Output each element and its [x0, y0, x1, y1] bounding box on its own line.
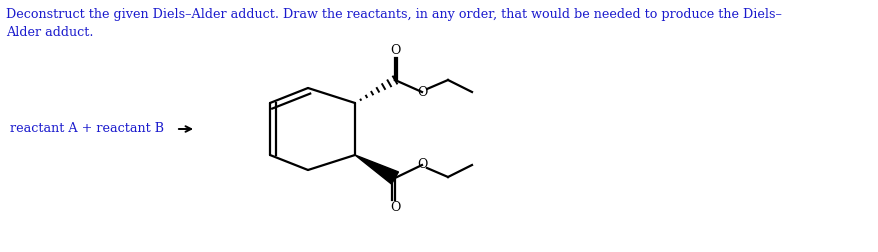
- Text: O: O: [389, 44, 399, 57]
- Polygon shape: [355, 155, 398, 184]
- Text: O: O: [416, 159, 427, 172]
- Text: reactant A + reactant B: reactant A + reactant B: [10, 122, 164, 136]
- Text: Alder adduct.: Alder adduct.: [6, 26, 93, 39]
- Text: O: O: [389, 201, 399, 214]
- Text: O: O: [416, 85, 427, 99]
- Text: Deconstruct the given Diels–Alder adduct. Draw the reactants, in any order, that: Deconstruct the given Diels–Alder adduct…: [6, 8, 781, 21]
